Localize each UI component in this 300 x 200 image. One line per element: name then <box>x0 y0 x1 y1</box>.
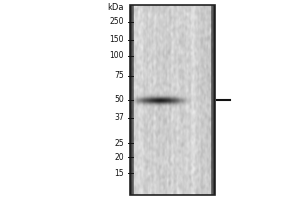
Text: 20: 20 <box>114 152 124 162</box>
Text: kDa: kDa <box>107 3 124 12</box>
Text: 75: 75 <box>114 72 124 80</box>
Text: 100: 100 <box>110 51 124 60</box>
Text: 250: 250 <box>110 18 124 26</box>
Text: 15: 15 <box>114 168 124 178</box>
Text: 150: 150 <box>110 36 124 45</box>
Text: 37: 37 <box>114 114 124 122</box>
Text: 50: 50 <box>114 96 124 104</box>
Text: 25: 25 <box>114 138 124 148</box>
Bar <box>130 5 215 195</box>
